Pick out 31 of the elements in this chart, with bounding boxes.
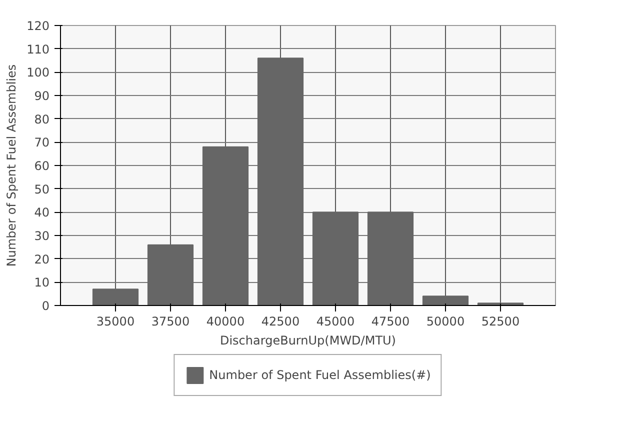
bar [257, 58, 304, 306]
bar [422, 296, 469, 306]
y-tick-label: 10 [34, 276, 50, 290]
bar [367, 212, 414, 306]
y-tick-label: 100 [26, 66, 50, 80]
y-tick-label: 0 [42, 299, 50, 313]
y-tick-label: 30 [34, 229, 50, 243]
y-tick-label: 60 [34, 159, 50, 173]
bar [202, 146, 249, 306]
y-tick-label: 70 [34, 136, 50, 150]
x-tick-label: 35000 [96, 314, 135, 328]
y-tick-label: 120 [26, 19, 50, 33]
x-axis-title: DischargeBurnUp(MWD/MTU) [220, 334, 396, 348]
y-tick-label: 80 [34, 112, 50, 126]
x-tick-label: 37500 [151, 314, 190, 328]
y-tick-label: 40 [34, 206, 50, 220]
x-tick-label: 42500 [261, 314, 300, 328]
x-tick-label: 40000 [206, 314, 245, 328]
bar [92, 288, 139, 306]
bar [312, 212, 359, 306]
x-tick-label: 52500 [481, 314, 520, 328]
legend-label: Number of Spent Fuel Assemblies(#) [209, 368, 431, 382]
x-tick-label: 45000 [316, 314, 355, 328]
bar [147, 244, 194, 306]
y-tick-label: 50 [34, 182, 50, 196]
y-tick-label: 90 [34, 89, 50, 103]
x-tick-label: 50000 [426, 314, 465, 328]
y-axis-title: Number of Spent Fuel Assemblies [4, 64, 19, 267]
y-tick-label: 110 [26, 42, 50, 56]
x-tick-label: 47500 [371, 314, 410, 328]
y-tick-label: 20 [34, 252, 50, 266]
